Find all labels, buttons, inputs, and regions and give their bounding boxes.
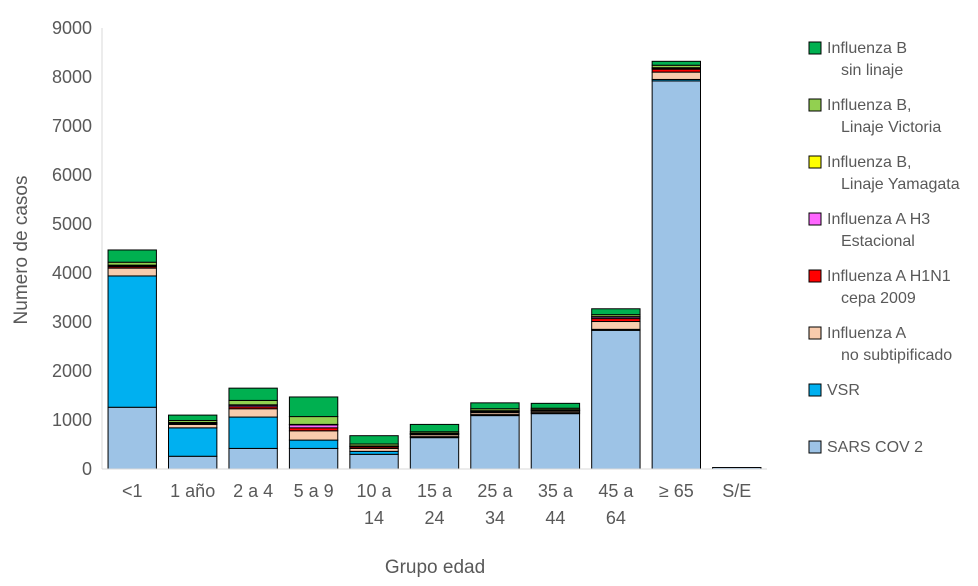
- bar-segment: [409, 423, 460, 433]
- y-tick-label: 5000: [52, 214, 92, 234]
- legend-label: Influenza B, Linaje Yamagata: [827, 154, 960, 193]
- y-tick-label: 6000: [52, 165, 92, 185]
- bar-segment: [107, 406, 157, 470]
- y-tick-label: 7000: [52, 116, 92, 136]
- x-tick-label: 15 a 24: [417, 481, 453, 528]
- x-tick-label: 5 a 9: [294, 481, 334, 501]
- legend-swatch: [808, 212, 822, 226]
- bar-segment: [470, 402, 520, 410]
- bar-segment: [168, 455, 218, 470]
- bar-segment: [349, 453, 399, 470]
- bar-segment: [288, 447, 339, 470]
- bar-segment: [530, 402, 581, 409]
- bar-segment: [349, 435, 399, 445]
- bar-segment: [228, 416, 278, 449]
- bar-segment: [228, 399, 278, 406]
- legend-label: VSR: [827, 382, 860, 399]
- y-tick-label: 2000: [52, 361, 92, 381]
- legend-label: Influenza A H3 Estacional: [827, 211, 930, 250]
- bar-segment: [591, 321, 641, 330]
- bar-segment: [288, 439, 339, 449]
- x-tick-label: ≥ 65: [659, 481, 694, 501]
- bar-segment: [530, 413, 581, 470]
- bar-segment: [107, 249, 157, 263]
- bar-segment: [651, 60, 701, 66]
- legend-label: SARS COV 2: [827, 439, 923, 456]
- bar-segment: [168, 427, 218, 457]
- y-axis: 0 1000 2000 3000 4000 5000 6000 7000 8000 9000: [52, 18, 103, 479]
- y-tick-label: 9000: [52, 18, 92, 38]
- bar-segment: [228, 447, 278, 470]
- legend-swatch: [808, 155, 822, 169]
- bar-segment: [288, 430, 339, 441]
- bar-segment: [228, 387, 278, 401]
- bar-segment: [107, 267, 157, 277]
- y-tick-label: 1000: [52, 410, 92, 430]
- bar-segment: [591, 329, 641, 470]
- x-axis-title: Grupo edad: [385, 557, 485, 578]
- bar-segment: [107, 275, 157, 408]
- y-axis-title: Numero de casos: [11, 176, 32, 325]
- plot-area: [107, 60, 762, 470]
- y-tick-label: 4000: [52, 263, 92, 283]
- bar-segment: [288, 416, 339, 425]
- bar-segment: [470, 415, 520, 470]
- x-tick-label: 35 a 44: [538, 481, 574, 528]
- x-tick-label: 25 a 34: [477, 481, 513, 528]
- bar-segment: [288, 396, 339, 418]
- x-tick-label: <1: [122, 481, 143, 501]
- bar-segment: [591, 308, 641, 316]
- bar-segment: [409, 437, 460, 470]
- x-tick-label: 10 a 14: [357, 481, 393, 528]
- bar-segment: [168, 423, 218, 429]
- y-tick-label: 3000: [52, 312, 92, 332]
- bar-segment: [651, 80, 701, 470]
- bar-segment: [228, 408, 278, 418]
- legend-label: Influenza A H1N1 cepa 2009: [827, 268, 951, 307]
- bar-segment: [168, 414, 218, 421]
- y-tick-label: 8000: [52, 67, 92, 87]
- x-tick-label: 2 a 4: [233, 481, 273, 501]
- legend-swatch: [808, 41, 822, 55]
- legend-label: Influenza B, Linaje Victoria: [827, 97, 941, 136]
- x-tick-label: 45 a 64: [598, 481, 634, 528]
- legend-swatch: [808, 383, 822, 397]
- legend-swatch: [808, 269, 822, 283]
- y-tick-label: 0: [82, 459, 92, 479]
- legend-swatch: [808, 98, 822, 112]
- bar-segment: [651, 71, 701, 80]
- legend-swatch: [808, 440, 822, 454]
- x-tick-label: S/E: [722, 481, 751, 501]
- legend-swatch: [808, 326, 822, 340]
- x-tick-label: 1 año: [170, 481, 215, 501]
